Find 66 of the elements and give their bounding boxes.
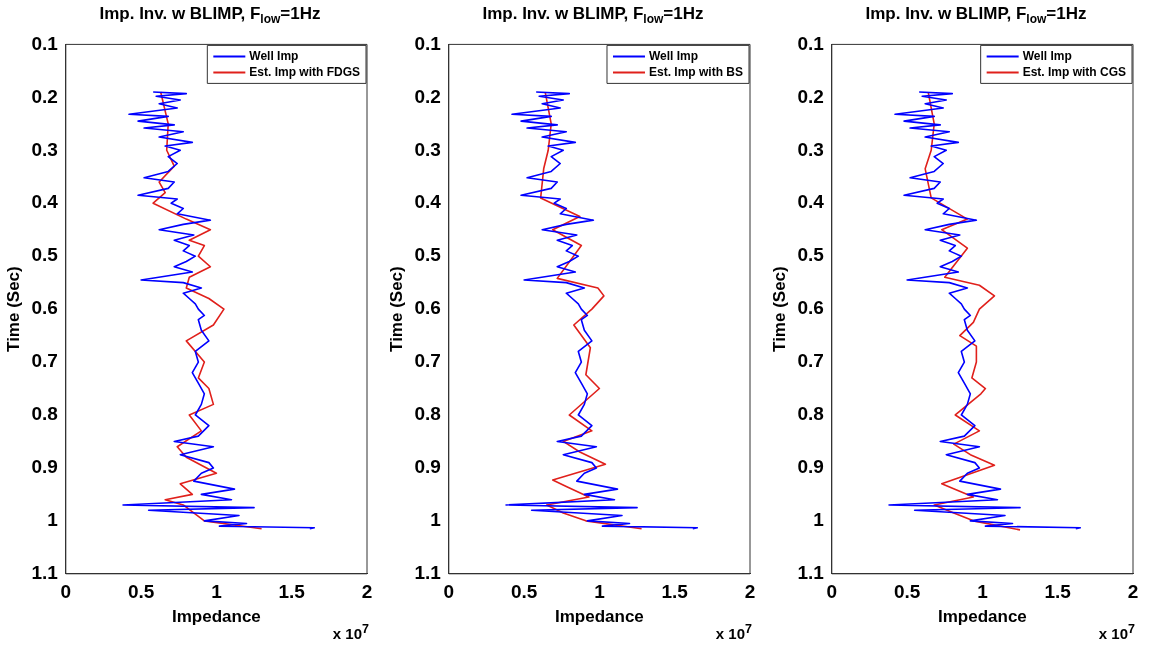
y-tick-label: 0.3 [797,138,824,160]
y-tick-label: 0.7 [414,350,441,372]
y-tick-label: 0.5 [414,244,442,266]
y-tick-label: 1 [430,509,442,531]
legend-label: Est. Imp with BS [648,64,744,79]
y-tick-label: 0.2 [31,85,58,107]
text: x 10$^{7}$ [1098,622,1135,642]
y-axis-title: Time (Sec) [769,266,789,352]
x-tick-label: 2 [1127,581,1139,603]
y-tick-label: 1 [47,509,59,531]
chart-title: Imp. Inv. w BLIMP, F$_{low}$=1Hz [481,4,705,27]
text: x 10$^{7}$ [715,622,752,642]
y-tick-label: 0.1 [31,32,59,54]
y-tick-label: 1.1 [797,562,825,584]
x-tick-label: 0 [60,581,72,603]
y-tick-label: 0.8 [31,403,58,425]
legend-label: Well Imp [249,48,299,63]
y-tick-label: 1.1 [31,562,59,584]
y-tick-label: 0.4 [797,191,825,213]
y-tick-label: 0.5 [797,244,825,266]
y-tick-label: 0.8 [797,403,824,425]
y-tick-label: 0.4 [414,191,442,213]
y-tick-label: 0.3 [414,138,441,160]
y-tick-label: 0.7 [31,350,58,372]
y-tick-label: 0.5 [31,244,59,266]
x-tick-label: 2 [361,581,373,603]
y-tick-label: 0.1 [414,32,442,54]
y-tick-label: 0.2 [797,85,824,107]
y-axis-title: Time (Sec) [386,266,406,352]
y-axis-title: Time (Sec) [3,266,23,352]
x-tick-label: 0 [443,581,455,603]
x-axis-title: Impedance [938,607,1027,627]
y-tick-label: 0.9 [31,456,58,478]
legend-label: Est. Imp with FDGS [249,64,360,79]
y-tick-label: 0.7 [797,350,824,372]
x-tick-label: 1 [594,581,606,603]
y-tick-label: 0.2 [414,85,441,107]
text: x 10$^{7}$ [332,622,369,642]
x-tick-label: 1.5 [661,581,689,603]
x-tick-label: 1.5 [278,581,306,603]
legend-label: Est. Imp with CGS [1022,64,1126,79]
y-tick-label: 0.6 [414,297,441,319]
y-tick-label: 0.3 [31,138,58,160]
x-tick-label: 0.5 [510,581,538,603]
x-tick-label: 0.5 [127,581,155,603]
y-tick-label: 0.6 [31,297,58,319]
y-tick-label: 0.9 [797,456,824,478]
y-tick-label: 0.1 [797,32,825,54]
y-tick-label: 0.8 [414,403,441,425]
y-tick-label: 1.1 [414,562,442,584]
x-tick-label: 0.5 [893,581,921,603]
chart-title: Imp. Inv. w BLIMP, F$_{low}$=1Hz [864,4,1088,27]
x-tick-label: 1 [977,581,989,603]
legend-label: Well Imp [1022,48,1072,63]
x-axis-title: Impedance [172,607,261,627]
x-tick-label: 2 [744,581,756,603]
y-tick-label: 0.9 [414,456,441,478]
y-tick-label: 0.4 [31,191,59,213]
x-axis-title: Impedance [555,607,644,627]
legend-label: Well Imp [648,48,699,63]
x-tick-label: 1 [211,581,223,603]
y-tick-label: 1 [813,509,825,531]
chart-title: Imp. Inv. w BLIMP, F$_{low}$=1Hz [98,4,322,27]
y-tick-label: 0.6 [797,297,824,319]
x-tick-label: 0 [826,581,838,603]
x-tick-label: 1.5 [1044,581,1072,603]
